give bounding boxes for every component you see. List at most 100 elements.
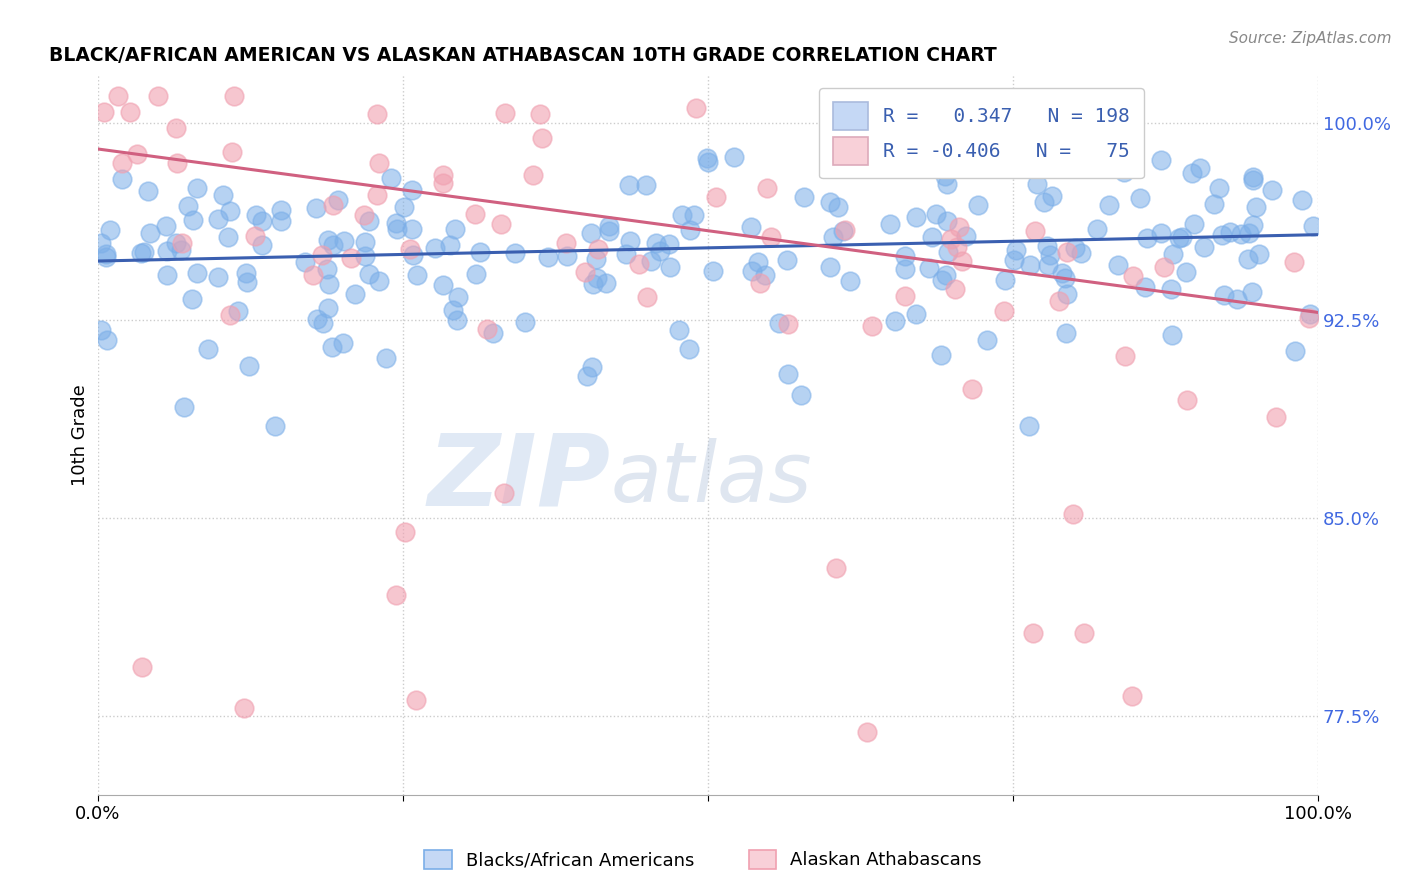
Point	[1022, 626, 1045, 640]
Point	[759, 230, 782, 244]
Point	[170, 236, 193, 251]
Point	[464, 206, 486, 220]
Point	[385, 588, 408, 602]
Point	[90, 323, 112, 337]
Point	[748, 276, 770, 290]
Point	[1284, 344, 1306, 359]
Text: Source: ZipAtlas.com: Source: ZipAtlas.com	[1229, 31, 1392, 46]
Point	[1213, 287, 1236, 301]
Point	[270, 214, 292, 228]
Point	[118, 105, 141, 120]
Text: ZIP: ZIP	[427, 430, 610, 527]
Point	[368, 274, 391, 288]
Point	[264, 418, 287, 433]
Point	[385, 216, 408, 230]
Point	[1062, 508, 1084, 522]
Point	[1302, 219, 1324, 234]
Point	[1002, 253, 1025, 268]
Point	[170, 244, 193, 258]
Point	[1025, 178, 1047, 192]
Point	[994, 273, 1017, 287]
Point	[1070, 246, 1092, 260]
Point	[136, 184, 159, 198]
Point	[614, 247, 637, 261]
Point	[671, 208, 693, 222]
Point	[366, 107, 388, 121]
Point	[1182, 217, 1205, 231]
Point	[588, 242, 610, 256]
Point	[904, 210, 927, 224]
Point	[354, 249, 377, 263]
Point	[789, 388, 811, 402]
Point	[96, 250, 118, 264]
Point	[1180, 166, 1202, 180]
Point	[650, 244, 672, 259]
Point	[302, 268, 325, 282]
Point	[439, 238, 461, 252]
Point	[494, 105, 516, 120]
Point	[1230, 227, 1253, 241]
Point	[904, 307, 927, 321]
Point	[598, 219, 620, 233]
Point	[1153, 260, 1175, 275]
Point	[399, 242, 422, 256]
Point	[166, 155, 188, 169]
Point	[935, 268, 957, 283]
Point	[311, 248, 333, 262]
Point	[385, 221, 408, 235]
Point	[482, 326, 505, 340]
Point	[176, 199, 198, 213]
Point	[582, 277, 605, 291]
Point	[918, 260, 941, 275]
Point	[636, 290, 658, 304]
Point	[405, 268, 427, 282]
Point	[1211, 227, 1233, 242]
Point	[380, 171, 402, 186]
Point	[392, 201, 415, 215]
Point	[697, 155, 720, 169]
Point	[94, 247, 117, 261]
Point	[432, 176, 454, 190]
Point	[401, 183, 423, 197]
Point	[446, 313, 468, 327]
Point	[529, 107, 551, 121]
Point	[659, 260, 682, 274]
Point	[359, 268, 381, 282]
Point	[679, 222, 702, 236]
Point	[1192, 240, 1215, 254]
Point	[1284, 254, 1306, 268]
Point	[129, 245, 152, 260]
Point	[401, 222, 423, 236]
Point	[935, 177, 957, 191]
Point	[513, 315, 536, 329]
Point	[955, 228, 977, 243]
Point	[96, 333, 118, 347]
Point	[658, 237, 681, 252]
Point	[941, 232, 963, 246]
Point	[645, 235, 668, 250]
Point	[1236, 252, 1258, 266]
Point	[1189, 161, 1212, 175]
Point	[93, 105, 115, 120]
Text: atlas: atlas	[610, 438, 811, 519]
Point	[489, 218, 512, 232]
Point	[1150, 153, 1173, 168]
Point	[305, 312, 328, 326]
Point	[156, 268, 179, 283]
Point	[235, 266, 257, 280]
Point	[322, 238, 344, 252]
Point	[1208, 181, 1230, 195]
Point	[98, 223, 121, 237]
Point	[1240, 285, 1263, 300]
Point	[1073, 626, 1095, 640]
Point	[575, 368, 598, 383]
Point	[617, 178, 640, 192]
Point	[879, 218, 901, 232]
Point	[595, 276, 617, 290]
Point	[374, 351, 396, 365]
Point	[598, 224, 620, 238]
Point	[1054, 270, 1077, 285]
Point	[1136, 230, 1159, 244]
Point	[332, 336, 354, 351]
Point	[581, 360, 603, 375]
